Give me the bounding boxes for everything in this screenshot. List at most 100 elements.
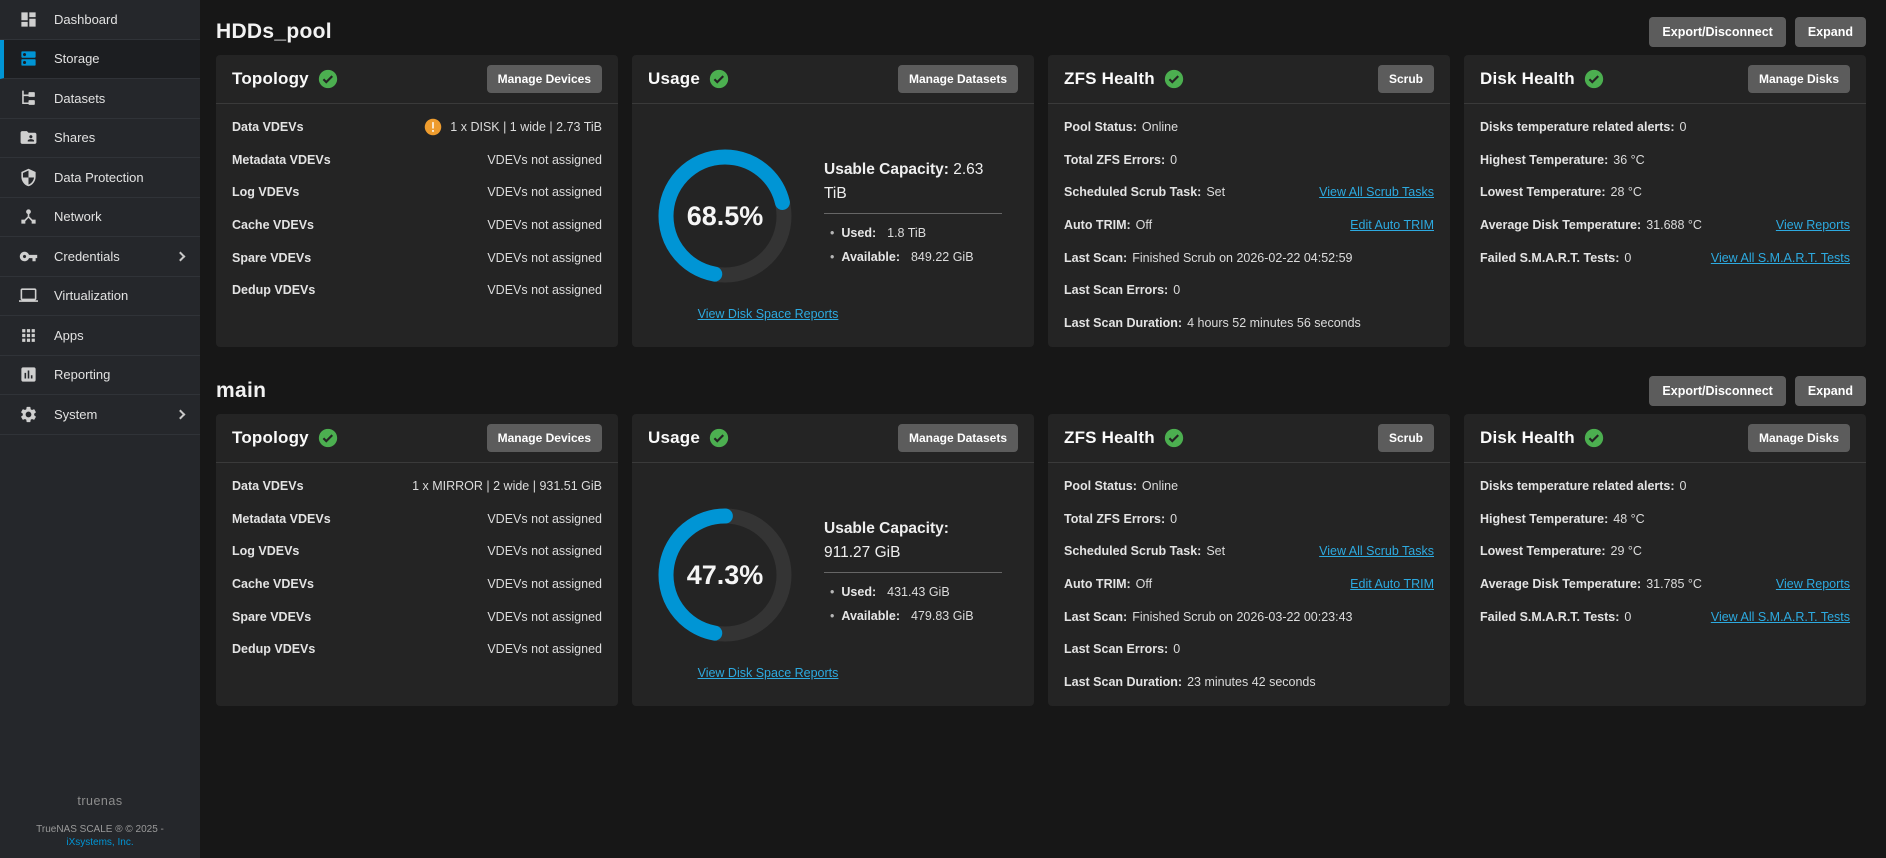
- sidebar-item-credentials[interactable]: Credentials: [0, 237, 200, 277]
- sidebar-item-shares[interactable]: Shares: [0, 119, 200, 158]
- edit-auto-trim-link[interactable]: Edit Auto TRIM: [1350, 218, 1434, 233]
- disk-row: Failed S.M.A.R.T. Tests: 0 View All S.M.A…: [1480, 250, 1850, 265]
- manage-datasets-button[interactable]: Manage Datasets: [897, 424, 1018, 452]
- warning-icon: [425, 119, 442, 136]
- manage-datasets-button[interactable]: Manage Datasets: [897, 65, 1018, 93]
- manage-devices-button[interactable]: Manage Devices: [486, 65, 602, 93]
- usage-percent: 47.3%: [686, 559, 764, 590]
- sidebar-item-label: Apps: [54, 327, 84, 343]
- available-item: Available:479.83 GiB: [824, 609, 999, 623]
- view-all-smart-tests-link[interactable]: View All S.M.A.R.T. Tests: [1710, 250, 1850, 265]
- topology-row: Dedup VDEVs VDEVs not assigned: [232, 642, 602, 657]
- sidebar-item-dashboard[interactable]: Dashboard: [0, 0, 200, 40]
- sidebar-item-network[interactable]: Network: [0, 198, 200, 237]
- pool-section-main: main Export/Disconnect Expand Topology M…: [216, 373, 1866, 706]
- zfs-row: Pool Status: Online: [1064, 479, 1179, 494]
- sidebar-footer: truenas TrueNAS SCALE ® © 2025 - iXsyste…: [0, 794, 200, 848]
- card-title: Usage: [648, 69, 701, 88]
- zfs-row: Scheduled Scrub Task: Set View All Scrub …: [1064, 544, 1434, 559]
- view-reports-link[interactable]: View Reports: [1775, 218, 1850, 233]
- view-all-scrub-tasks-link[interactable]: View All Scrub Tasks: [1319, 544, 1434, 559]
- capacity-block: Usable Capacity: 2.63 TiB Used:1.8 TiB A…: [824, 158, 1002, 274]
- disk-row: Disks temperature related alerts: 0: [1480, 120, 1687, 135]
- sidebar-item-label: Storage: [54, 51, 100, 67]
- topology-card: Topology Manage Devices Data VDEVs 1 x D…: [216, 55, 618, 347]
- shares-icon: [18, 128, 38, 148]
- used-item: Used:431.43 GiB: [824, 585, 999, 599]
- reporting-icon: [18, 365, 38, 385]
- card-title: Topology: [232, 428, 309, 447]
- card-title: ZFS Health: [1064, 428, 1155, 447]
- ixsystems-link[interactable]: iXsystems, Inc.: [66, 837, 134, 848]
- zfs-row: Last Scan: Finished Scrub on 2026-02-22 0…: [1064, 250, 1353, 265]
- system-icon: [18, 404, 38, 424]
- zfs-health-card: ZFS Health Scrub Pool Status: Online Tota…: [1048, 55, 1450, 347]
- sidebar-item-label: Datasets: [54, 90, 106, 106]
- view-disk-space-reports-link[interactable]: View Disk Space Reports: [697, 666, 839, 680]
- sidebar-item-apps[interactable]: Apps: [0, 316, 200, 356]
- sidebar: Dashboard Storage Datasets Shares Data P…: [0, 0, 200, 858]
- manage-devices-button[interactable]: Manage Devices: [486, 424, 602, 452]
- export-disconnect-button[interactable]: Export/Disconnect: [1649, 376, 1786, 406]
- virtualization-icon: [18, 286, 38, 306]
- sidebar-item-virtualization[interactable]: Virtualization: [0, 277, 200, 316]
- disk-row: Average Disk Temperature: 31.688 °C View …: [1480, 218, 1850, 233]
- card-title: Disk Health: [1480, 69, 1575, 88]
- expand-button[interactable]: Expand: [1794, 376, 1866, 406]
- disk-row: Disks temperature related alerts: 0: [1480, 479, 1687, 494]
- datasets-icon: [18, 88, 38, 108]
- sidebar-item-data-protection[interactable]: Data Protection: [0, 158, 200, 198]
- manage-disks-button[interactable]: Manage Disks: [1747, 424, 1850, 452]
- storage-icon: [18, 49, 38, 69]
- scrub-button[interactable]: Scrub: [1377, 65, 1434, 93]
- sidebar-item-label: Shares: [54, 130, 96, 146]
- available-item: Available:849.22 GiB: [824, 250, 999, 264]
- truenas-logo: truenas: [77, 794, 123, 808]
- view-all-smart-tests-link[interactable]: View All S.M.A.R.T. Tests: [1710, 609, 1850, 624]
- pool-cards: Topology Manage Devices Data VDEVs 1 x D…: [216, 55, 1866, 347]
- zfs-row: Total ZFS Errors: 0: [1064, 152, 1178, 167]
- export-disconnect-button[interactable]: Export/Disconnect: [1649, 17, 1786, 47]
- capacity-block: Usable Capacity: 911.27 GiB Used:431.43 …: [824, 517, 1002, 633]
- usage-card: Usage Manage Datasets 68.5%: [632, 55, 1034, 347]
- usage-gauge: 68.5%: [652, 143, 798, 289]
- copyright-text: TrueNAS SCALE ® © 2025 -: [36, 824, 164, 835]
- data-protection-icon: [18, 167, 38, 187]
- credentials-icon: [18, 246, 38, 266]
- apps-icon: [18, 325, 38, 345]
- card-title: Disk Health: [1480, 428, 1575, 447]
- scrub-button[interactable]: Scrub: [1377, 424, 1434, 452]
- topology-row: Metadata VDEVs VDEVs not assigned: [232, 511, 602, 526]
- sidebar-item-label: Dashboard: [54, 11, 118, 27]
- topology-row: Log VDEVs VDEVs not assigned: [232, 544, 602, 559]
- usage-percent: 68.5%: [686, 200, 764, 231]
- manage-disks-button[interactable]: Manage Disks: [1747, 65, 1850, 93]
- sidebar-item-label: Virtualization: [54, 288, 129, 304]
- zfs-row: Pool Status: Online: [1064, 120, 1179, 135]
- zfs-row: Last Scan Duration: 23 minutes 42 seconds: [1064, 674, 1316, 689]
- zfs-health-card: ZFS Health Scrub Pool Status: Online Tota…: [1048, 414, 1450, 706]
- zfs-row: Last Scan: Finished Scrub on 2026-03-22 0…: [1064, 609, 1353, 624]
- view-all-scrub-tasks-link[interactable]: View All Scrub Tasks: [1319, 185, 1434, 200]
- topology-row: Cache VDEVs VDEVs not assigned: [232, 218, 602, 233]
- sidebar-item-storage[interactable]: Storage: [0, 39, 200, 79]
- usage-card: Usage Manage Datasets 47.3%: [632, 414, 1034, 706]
- card-title: Usage: [648, 428, 701, 447]
- edit-auto-trim-link[interactable]: Edit Auto TRIM: [1350, 577, 1434, 592]
- view-disk-space-reports-link[interactable]: View Disk Space Reports: [697, 307, 839, 321]
- sidebar-item-datasets[interactable]: Datasets: [0, 79, 200, 119]
- disk-row: Average Disk Temperature: 31.785 °C View …: [1480, 577, 1850, 592]
- topology-row: Data VDEVs 1 x DISK | 1 wide | 2.73 TiB: [232, 119, 602, 136]
- expand-button[interactable]: Expand: [1794, 17, 1866, 47]
- sidebar-item-system[interactable]: System: [0, 395, 200, 435]
- topology-row: Metadata VDEVs VDEVs not assigned: [232, 152, 602, 167]
- sidebar-item-label: Network: [54, 209, 102, 225]
- sidebar-item-reporting[interactable]: Reporting: [0, 356, 200, 395]
- view-reports-link[interactable]: View Reports: [1775, 577, 1850, 592]
- chevron-right-icon: [175, 251, 186, 262]
- healthy-check-icon: [709, 428, 729, 448]
- pool-cards: Topology Manage Devices Data VDEVs 1 x M…: [216, 414, 1866, 706]
- healthy-check-icon: [1584, 428, 1603, 448]
- zfs-row: Last Scan Duration: 4 hours 52 minutes 56…: [1064, 315, 1361, 330]
- zfs-row: Auto TRIM: Off Edit Auto TRIM: [1064, 577, 1434, 592]
